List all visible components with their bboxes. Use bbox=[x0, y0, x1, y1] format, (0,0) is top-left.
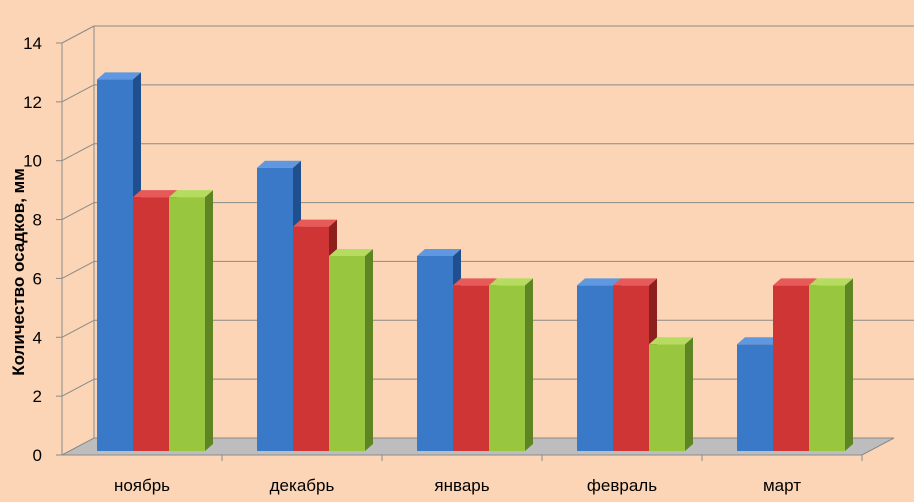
bar-front bbox=[613, 285, 649, 451]
gridline-diagonal bbox=[61, 378, 95, 397]
y-axis-label: Количество осадков, мм bbox=[9, 168, 28, 376]
bar-top bbox=[577, 278, 621, 286]
bars bbox=[97, 72, 853, 451]
bar-top bbox=[97, 72, 141, 80]
y-tick-label: 12 bbox=[23, 93, 42, 112]
y-tick-label: 2 bbox=[33, 387, 42, 406]
x-tick-label: март bbox=[763, 476, 801, 495]
bar-top bbox=[169, 190, 213, 198]
y-tick-label: 0 bbox=[33, 446, 42, 465]
bar-front bbox=[809, 285, 845, 451]
bar-top bbox=[773, 278, 817, 286]
x-tick-label: ноябрь bbox=[114, 476, 170, 495]
bar-front bbox=[257, 167, 293, 451]
bar-side bbox=[205, 190, 213, 451]
gridline-diagonal bbox=[61, 202, 95, 221]
bar-side bbox=[365, 249, 373, 451]
gridline-diagonal bbox=[61, 25, 95, 44]
y-tick-label: 14 bbox=[23, 34, 42, 53]
x-tick-label: декабрь bbox=[270, 476, 335, 495]
bar-front bbox=[293, 226, 329, 451]
y-tick-label: 6 bbox=[33, 269, 42, 288]
bar-front bbox=[453, 285, 489, 451]
bar bbox=[489, 278, 533, 451]
bar-top bbox=[453, 278, 497, 286]
bar-front bbox=[329, 256, 365, 451]
bar-side bbox=[525, 278, 533, 451]
gridline-diagonal bbox=[61, 84, 95, 103]
gridline-diagonal bbox=[61, 319, 95, 338]
bar bbox=[649, 337, 693, 451]
bar-front bbox=[133, 197, 169, 451]
bar-top bbox=[329, 249, 373, 256]
bar-side bbox=[845, 278, 853, 451]
x-tick-labels: ноябрь декабрь январь февраль март bbox=[114, 476, 801, 495]
bar-top bbox=[649, 337, 693, 345]
bar-top bbox=[737, 337, 781, 345]
bar-front bbox=[169, 197, 205, 451]
gridline-diagonal bbox=[61, 143, 95, 162]
bar-top bbox=[133, 190, 177, 198]
bar-top bbox=[293, 219, 337, 227]
y-tick-labels: 0 2 4 6 8 10 12 14 bbox=[23, 34, 42, 465]
bar-front bbox=[577, 285, 613, 451]
bar-top bbox=[417, 249, 461, 256]
x-tick-label: февраль bbox=[587, 476, 657, 495]
bar-top bbox=[489, 278, 533, 286]
y-tick-label: 4 bbox=[33, 328, 42, 347]
bar bbox=[329, 249, 373, 451]
y-tick-label: 8 bbox=[33, 211, 42, 230]
bar-front bbox=[97, 79, 133, 451]
gridline-diagonal bbox=[61, 260, 95, 279]
bar-front bbox=[417, 256, 453, 451]
x-tick-label: январь bbox=[434, 476, 489, 495]
bar-top bbox=[257, 160, 301, 168]
bar-front bbox=[773, 285, 809, 451]
y-tick-label: 10 bbox=[23, 152, 42, 171]
bar-front bbox=[737, 344, 773, 451]
bar-top bbox=[809, 278, 853, 286]
bar-top bbox=[613, 278, 657, 286]
bar-front bbox=[649, 344, 685, 451]
bar-front bbox=[489, 285, 525, 451]
bar bbox=[169, 190, 213, 451]
bar bbox=[809, 278, 853, 451]
bar-side bbox=[685, 337, 693, 451]
